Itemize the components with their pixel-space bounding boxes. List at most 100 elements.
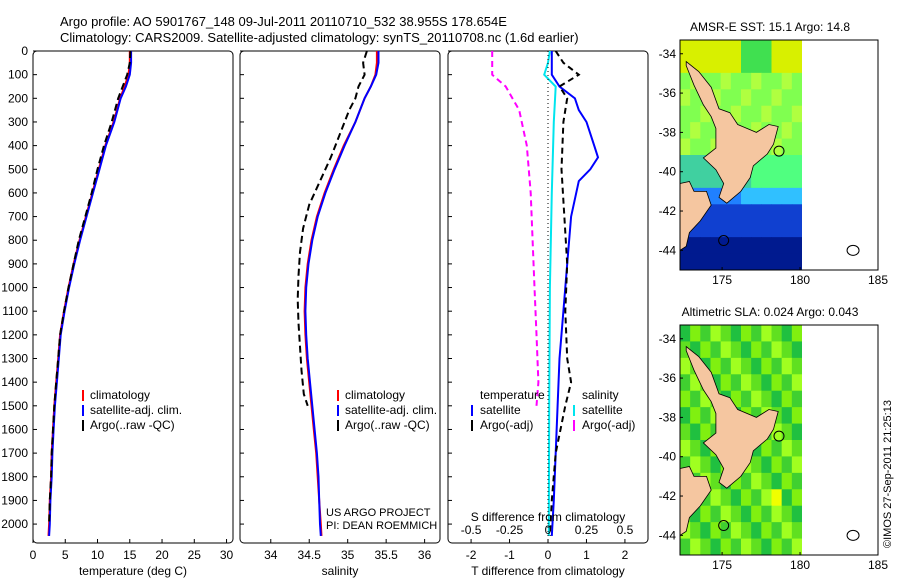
sst-field-cell — [761, 204, 772, 222]
sla-field-cell — [680, 456, 691, 474]
sst-field-cell — [791, 40, 802, 57]
sla-field-cell — [730, 489, 742, 507]
depth-tick-label: 1300 — [1, 352, 28, 366]
sla-field-cell — [781, 374, 793, 392]
sla-field-cell — [771, 489, 783, 507]
sla-field-cell — [700, 440, 711, 457]
sst-field-cell — [720, 40, 732, 57]
sst-field-cell — [791, 72, 802, 90]
sst-field-cell — [751, 204, 762, 222]
sst-field-cell — [791, 56, 802, 74]
sla-field-cell — [751, 489, 762, 507]
sla-field-cell — [680, 538, 691, 555]
sst-field-cell — [700, 220, 711, 238]
north-island-land — [685, 345, 779, 489]
sla-field-cell — [751, 357, 762, 375]
sst-field-cell — [720, 56, 732, 74]
sla-field-cell — [741, 374, 752, 392]
sst-field-cell — [771, 155, 783, 172]
sst-field-cell — [700, 56, 711, 74]
sla-field-cell — [791, 423, 802, 441]
sla-field-cell — [730, 325, 742, 342]
sst-field-cell — [771, 56, 783, 74]
sst-field-cell — [751, 187, 762, 205]
sst-field-cell — [730, 220, 742, 238]
temperature-xlabel: temperature (deg C) — [79, 564, 187, 578]
s-diff-tick-label: -0.5 — [461, 523, 482, 537]
sst-field-cell — [771, 171, 783, 189]
sst-map-title: AMSR-E SST: 15.1 Argo: 14.8 — [690, 20, 850, 34]
sst-field-cell — [730, 72, 742, 90]
depth-tick-label: 700 — [8, 210, 28, 224]
sla-field-cell — [710, 456, 722, 474]
sla-field-cell — [710, 538, 722, 555]
sla-field-cell — [690, 325, 701, 342]
sst-field-cell — [710, 187, 722, 205]
sst-map-frame — [679, 39, 879, 271]
sst-field-cell — [690, 122, 701, 140]
sla-field-cell — [791, 440, 802, 457]
sla-field-cell — [741, 390, 752, 408]
sla-field-cell — [751, 472, 762, 490]
sla-field-cell — [690, 423, 701, 441]
sla-field-cell — [700, 407, 711, 425]
sla-field-cell — [761, 341, 772, 359]
sla-field-cell — [781, 341, 793, 359]
sla-field-cell — [741, 489, 752, 507]
sla-field-cell — [741, 538, 752, 555]
sla-field-cell — [771, 522, 783, 540]
depth-tick-label: 1400 — [1, 375, 28, 389]
sst-field-cell — [751, 237, 762, 255]
temperature-legend-label: climatology — [90, 388, 150, 402]
argo-float-marker — [773, 145, 785, 157]
sla-field-cell — [791, 522, 802, 540]
sla-field-cell — [720, 522, 732, 540]
sla-field-cell — [791, 374, 802, 392]
sla-field-cell — [720, 357, 732, 375]
sla-field-cell — [791, 456, 802, 474]
sla-field-cell — [720, 538, 732, 555]
sst-field-cell — [690, 56, 701, 74]
sla-field-cell — [761, 505, 772, 523]
depth-tick-label: 1600 — [1, 422, 28, 436]
sst-field-cell — [690, 105, 701, 123]
sst-field-cell — [690, 138, 701, 156]
sst-field-cell — [761, 155, 772, 172]
sst-field-cell — [761, 40, 772, 57]
credit-line1: US ARGO PROJECT — [326, 507, 431, 519]
sla-field-cell — [791, 325, 802, 342]
sst-field-cell — [771, 204, 783, 222]
sla-field-cell — [781, 456, 793, 474]
sla-field-cell — [680, 325, 691, 342]
sla-field-cell — [781, 423, 793, 441]
sla-field-cell — [781, 407, 793, 425]
s-diff-tick-label: 0.5 — [617, 523, 634, 537]
sst-field-cell — [791, 187, 802, 205]
sst-lat-label: -40 — [659, 165, 677, 179]
difference-xtick-label: -1 — [504, 548, 515, 562]
sla-field-cell — [771, 325, 783, 342]
sla-field-cell — [680, 374, 691, 392]
depth-tick-label: 200 — [8, 91, 28, 105]
depth-tick-label: 1500 — [1, 399, 28, 413]
sla-field-cell — [690, 456, 701, 474]
sla-field-cell — [741, 357, 752, 375]
sst-field-cell — [690, 155, 701, 172]
sla-field-cell — [741, 505, 752, 523]
sla-map-frame — [679, 324, 879, 556]
sla-field-cell — [710, 341, 722, 359]
salinity-xtick-label: 34 — [264, 548, 278, 562]
temp-legend-title: temperature — [480, 388, 545, 402]
sst-field-cell — [771, 89, 783, 107]
sst-field-cell — [771, 187, 783, 205]
sst-field-cell — [710, 204, 722, 222]
sst-field-cell — [791, 89, 802, 107]
north-island-land — [685, 60, 779, 204]
sst-field-cell — [781, 253, 793, 270]
sst-field-cell — [680, 122, 691, 140]
sla-field-cell — [710, 325, 722, 342]
sst-field-cell — [730, 105, 742, 123]
salinity-xtick-label: 35 — [341, 548, 355, 562]
credit-line2: PI: DEAN ROEMMICH — [326, 520, 437, 532]
